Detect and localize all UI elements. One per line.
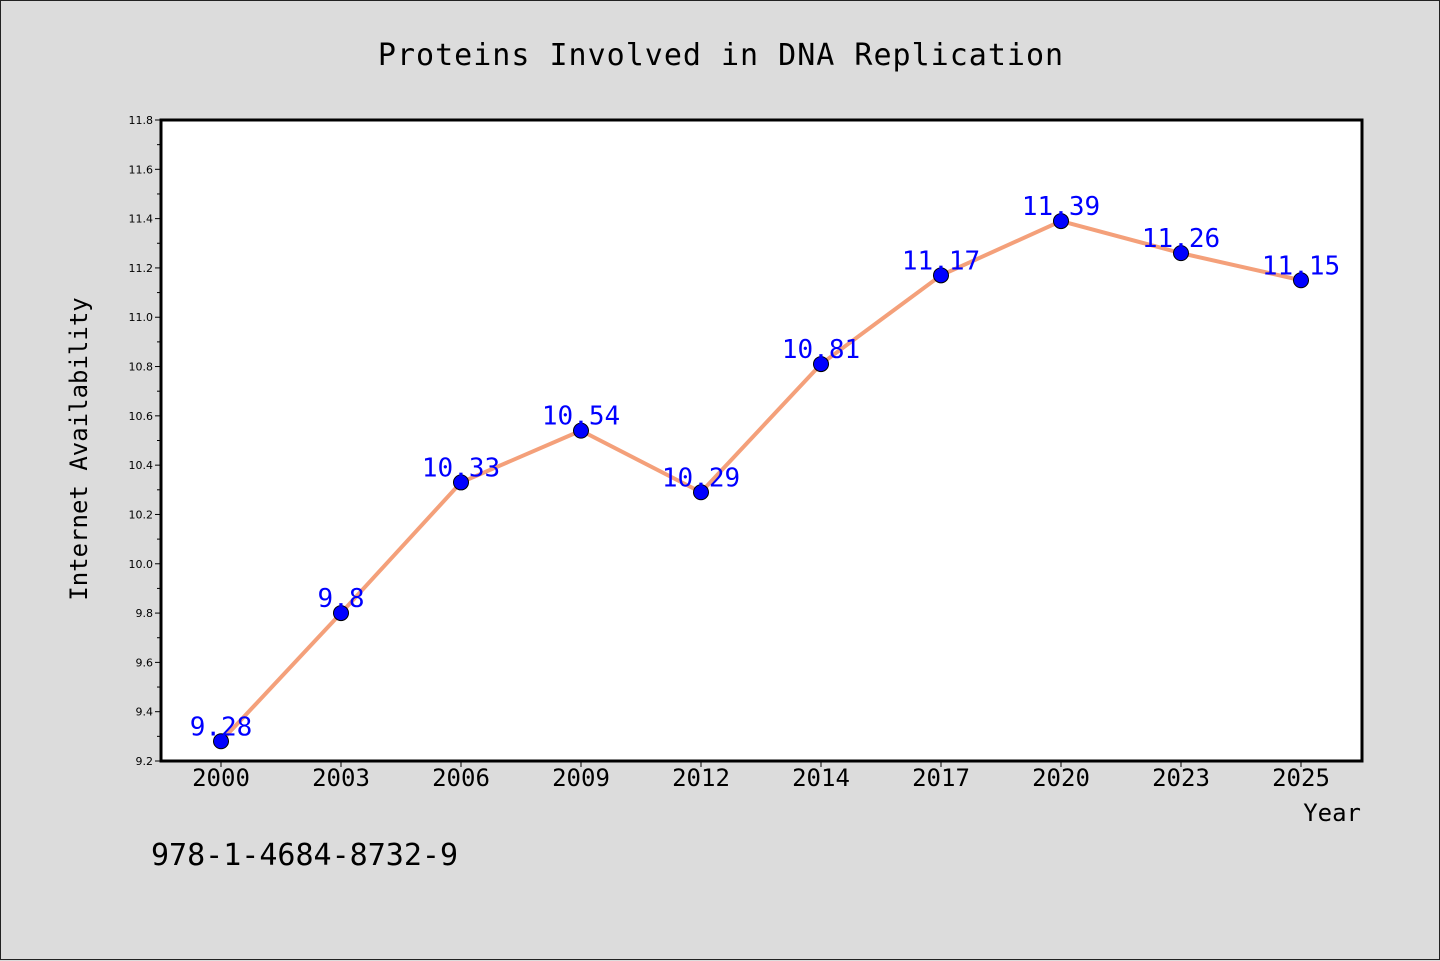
- data-point: [1173, 245, 1189, 262]
- y-tick-label: 9.8: [136, 607, 154, 620]
- y-axis-label: Internet Availability: [65, 297, 93, 600]
- x-tick-label: 2009: [552, 764, 610, 792]
- data-point: [813, 356, 829, 373]
- isbn-text: 978-1-4684-8732-9: [151, 838, 458, 873]
- y-tick-label: 10.4: [129, 459, 154, 472]
- x-tick-label: 2025: [1272, 764, 1330, 792]
- x-tick-label: 2000: [192, 764, 250, 792]
- data-label: 10.54: [542, 402, 620, 432]
- x-tick-label: 2020: [1032, 764, 1090, 792]
- data-point: [933, 267, 949, 284]
- x-tick-label: 2014: [792, 764, 850, 792]
- y-axis: 9.2 9.4 9.6 9.8 10.0 10.2 10.4 10.6 10.8 11.0 11.2…: [129, 114, 161, 768]
- y-tick-label: 9.6: [136, 656, 154, 669]
- series-line: [219, 219, 1302, 743]
- data-label: 9.8: [318, 584, 365, 614]
- data-label: 10.33: [422, 453, 500, 483]
- data-label: 10.29: [662, 463, 740, 493]
- data-point: [573, 422, 589, 439]
- data-label: 11.26: [1142, 224, 1220, 254]
- y-tick-label: 11.2: [129, 262, 154, 275]
- series-line-group: 9.28 9.8 10.33 10.54 10.29 10.81 11.17 11.39 11.…: [190, 192, 1340, 750]
- data-point: [1293, 272, 1309, 289]
- y-tick-label: 9.2: [136, 755, 154, 768]
- x-tick-label: 2017: [912, 764, 970, 792]
- x-tick-label: 2023: [1152, 764, 1210, 792]
- data-label: 11.17: [902, 246, 980, 276]
- data-label: 10.81: [782, 335, 860, 365]
- x-tick-label: 2012: [672, 764, 730, 792]
- y-tick-label: 11.4: [129, 213, 154, 226]
- y-tick-label: 11.6: [129, 163, 154, 176]
- data-label: 9.28: [190, 712, 253, 742]
- y-tick-label: 9.4: [136, 706, 154, 719]
- data-point: [693, 484, 709, 501]
- x-tick-label: 2006: [432, 764, 490, 792]
- y-tick-label: 11.8: [129, 114, 154, 127]
- data-label: 11.39: [1022, 192, 1100, 222]
- x-axis: 2000 2003 2006 2009 2012 2014 2017 2020 2023 2025: [192, 761, 1330, 792]
- chart-title: Proteins Involved in DNA Replication: [378, 38, 1064, 73]
- data-point: [333, 605, 349, 622]
- data-label: 11.15: [1262, 251, 1340, 281]
- plot-area: [159, 118, 1364, 763]
- x-axis-label: Year: [1303, 799, 1361, 827]
- y-tick-label: 10.0: [129, 558, 154, 571]
- data-point: [453, 474, 469, 491]
- y-tick-label: 10.2: [129, 508, 154, 521]
- data-point: [213, 733, 229, 750]
- data-point: [1053, 213, 1069, 230]
- x-tick-label: 2003: [312, 764, 370, 792]
- y-tick-label: 11.0: [129, 311, 154, 324]
- y-tick-label: 10.8: [129, 361, 154, 374]
- y-tick-label: 10.6: [129, 410, 154, 423]
